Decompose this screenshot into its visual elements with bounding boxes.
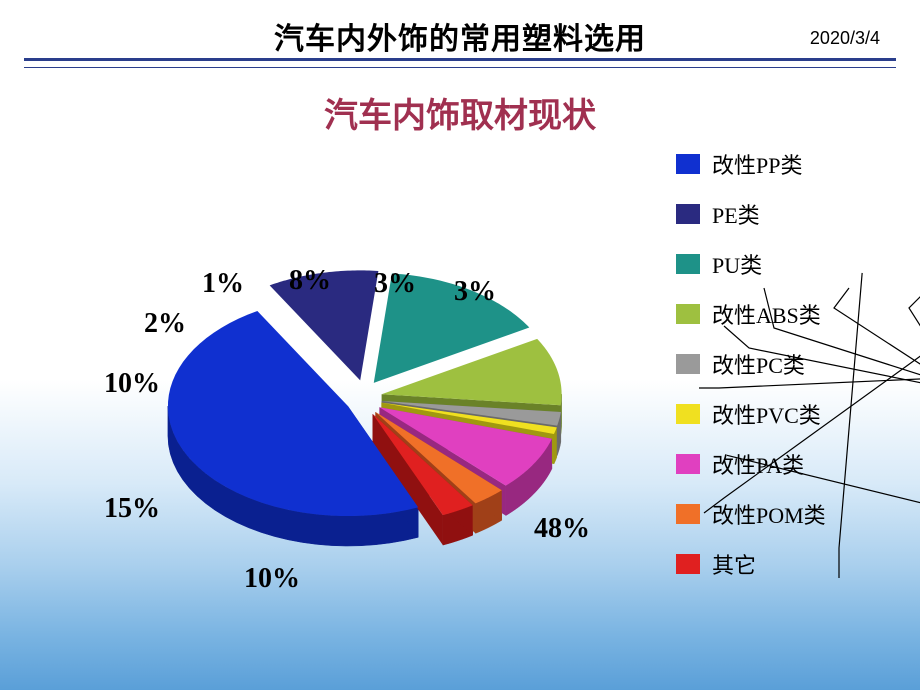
pie-chart: 48% 10% 15% 10% 2% 1% 8% 3% 3% bbox=[64, 168, 604, 598]
legend-label: 改性POM类 bbox=[712, 498, 826, 530]
pct-label-4: 2% bbox=[144, 308, 186, 340]
legend-label: 改性PP类 bbox=[712, 148, 802, 180]
chart-title: 汽车内饰取材现状 bbox=[24, 88, 896, 137]
pct-label-6: 8% bbox=[289, 265, 331, 297]
header: 汽车内外饰的常用塑料选用 2020/3/4 bbox=[0, 0, 920, 60]
pct-label-5: 1% bbox=[202, 268, 244, 300]
legend-label: 其它 bbox=[712, 548, 756, 580]
legend-item: 改性PVC类 bbox=[676, 398, 876, 430]
legend-item: 改性PP类 bbox=[676, 148, 876, 180]
pct-label-2: 15% bbox=[104, 493, 160, 525]
main-title: 汽车内外饰的常用塑料选用 bbox=[0, 14, 920, 58]
legend-swatch bbox=[676, 154, 700, 174]
legend-item: PU类 bbox=[676, 248, 876, 280]
pct-label-8: 3% bbox=[454, 276, 496, 308]
legend-swatch bbox=[676, 404, 700, 424]
legend-label: 改性PC类 bbox=[712, 348, 805, 380]
pct-label-0: 48% bbox=[534, 513, 590, 545]
legend-item: PE类 bbox=[676, 198, 876, 230]
date-label: 2020/3/4 bbox=[810, 28, 880, 49]
legend-item: 改性PC类 bbox=[676, 348, 876, 380]
pct-label-1: 10% bbox=[244, 563, 300, 595]
legend-label: 改性PA类 bbox=[712, 448, 804, 480]
legend-item: 改性ABS类 bbox=[676, 298, 876, 330]
legend-swatch bbox=[676, 304, 700, 324]
legend-swatch bbox=[676, 454, 700, 474]
legend-label: PE类 bbox=[712, 198, 760, 230]
legend: 改性PP类 PE类 PU类 改性ABS类 改性PC类 改性PVC类 bbox=[676, 148, 876, 598]
legend-label: 改性PVC类 bbox=[712, 398, 821, 430]
chart-area: 汽车内饰取材现状 48% 10% 15% 10% 2% 1% 8% 3% 3% … bbox=[24, 68, 896, 660]
legend-swatch bbox=[676, 354, 700, 374]
header-divider bbox=[24, 58, 896, 68]
legend-swatch bbox=[676, 554, 700, 574]
legend-item: 改性POM类 bbox=[676, 498, 876, 530]
legend-swatch bbox=[676, 204, 700, 224]
legend-swatch bbox=[676, 504, 700, 524]
legend-label: 改性ABS类 bbox=[712, 298, 821, 330]
legend-label: PU类 bbox=[712, 248, 762, 280]
pct-label-3: 10% bbox=[104, 368, 160, 400]
legend-swatch bbox=[676, 254, 700, 274]
legend-item: 改性PA类 bbox=[676, 448, 876, 480]
legend-item: 其它 bbox=[676, 548, 876, 580]
pct-label-7: 3% bbox=[374, 268, 416, 300]
slide: 汽车内外饰的常用塑料选用 2020/3/4 汽车内饰取材现状 48% 10% 1… bbox=[0, 0, 920, 690]
